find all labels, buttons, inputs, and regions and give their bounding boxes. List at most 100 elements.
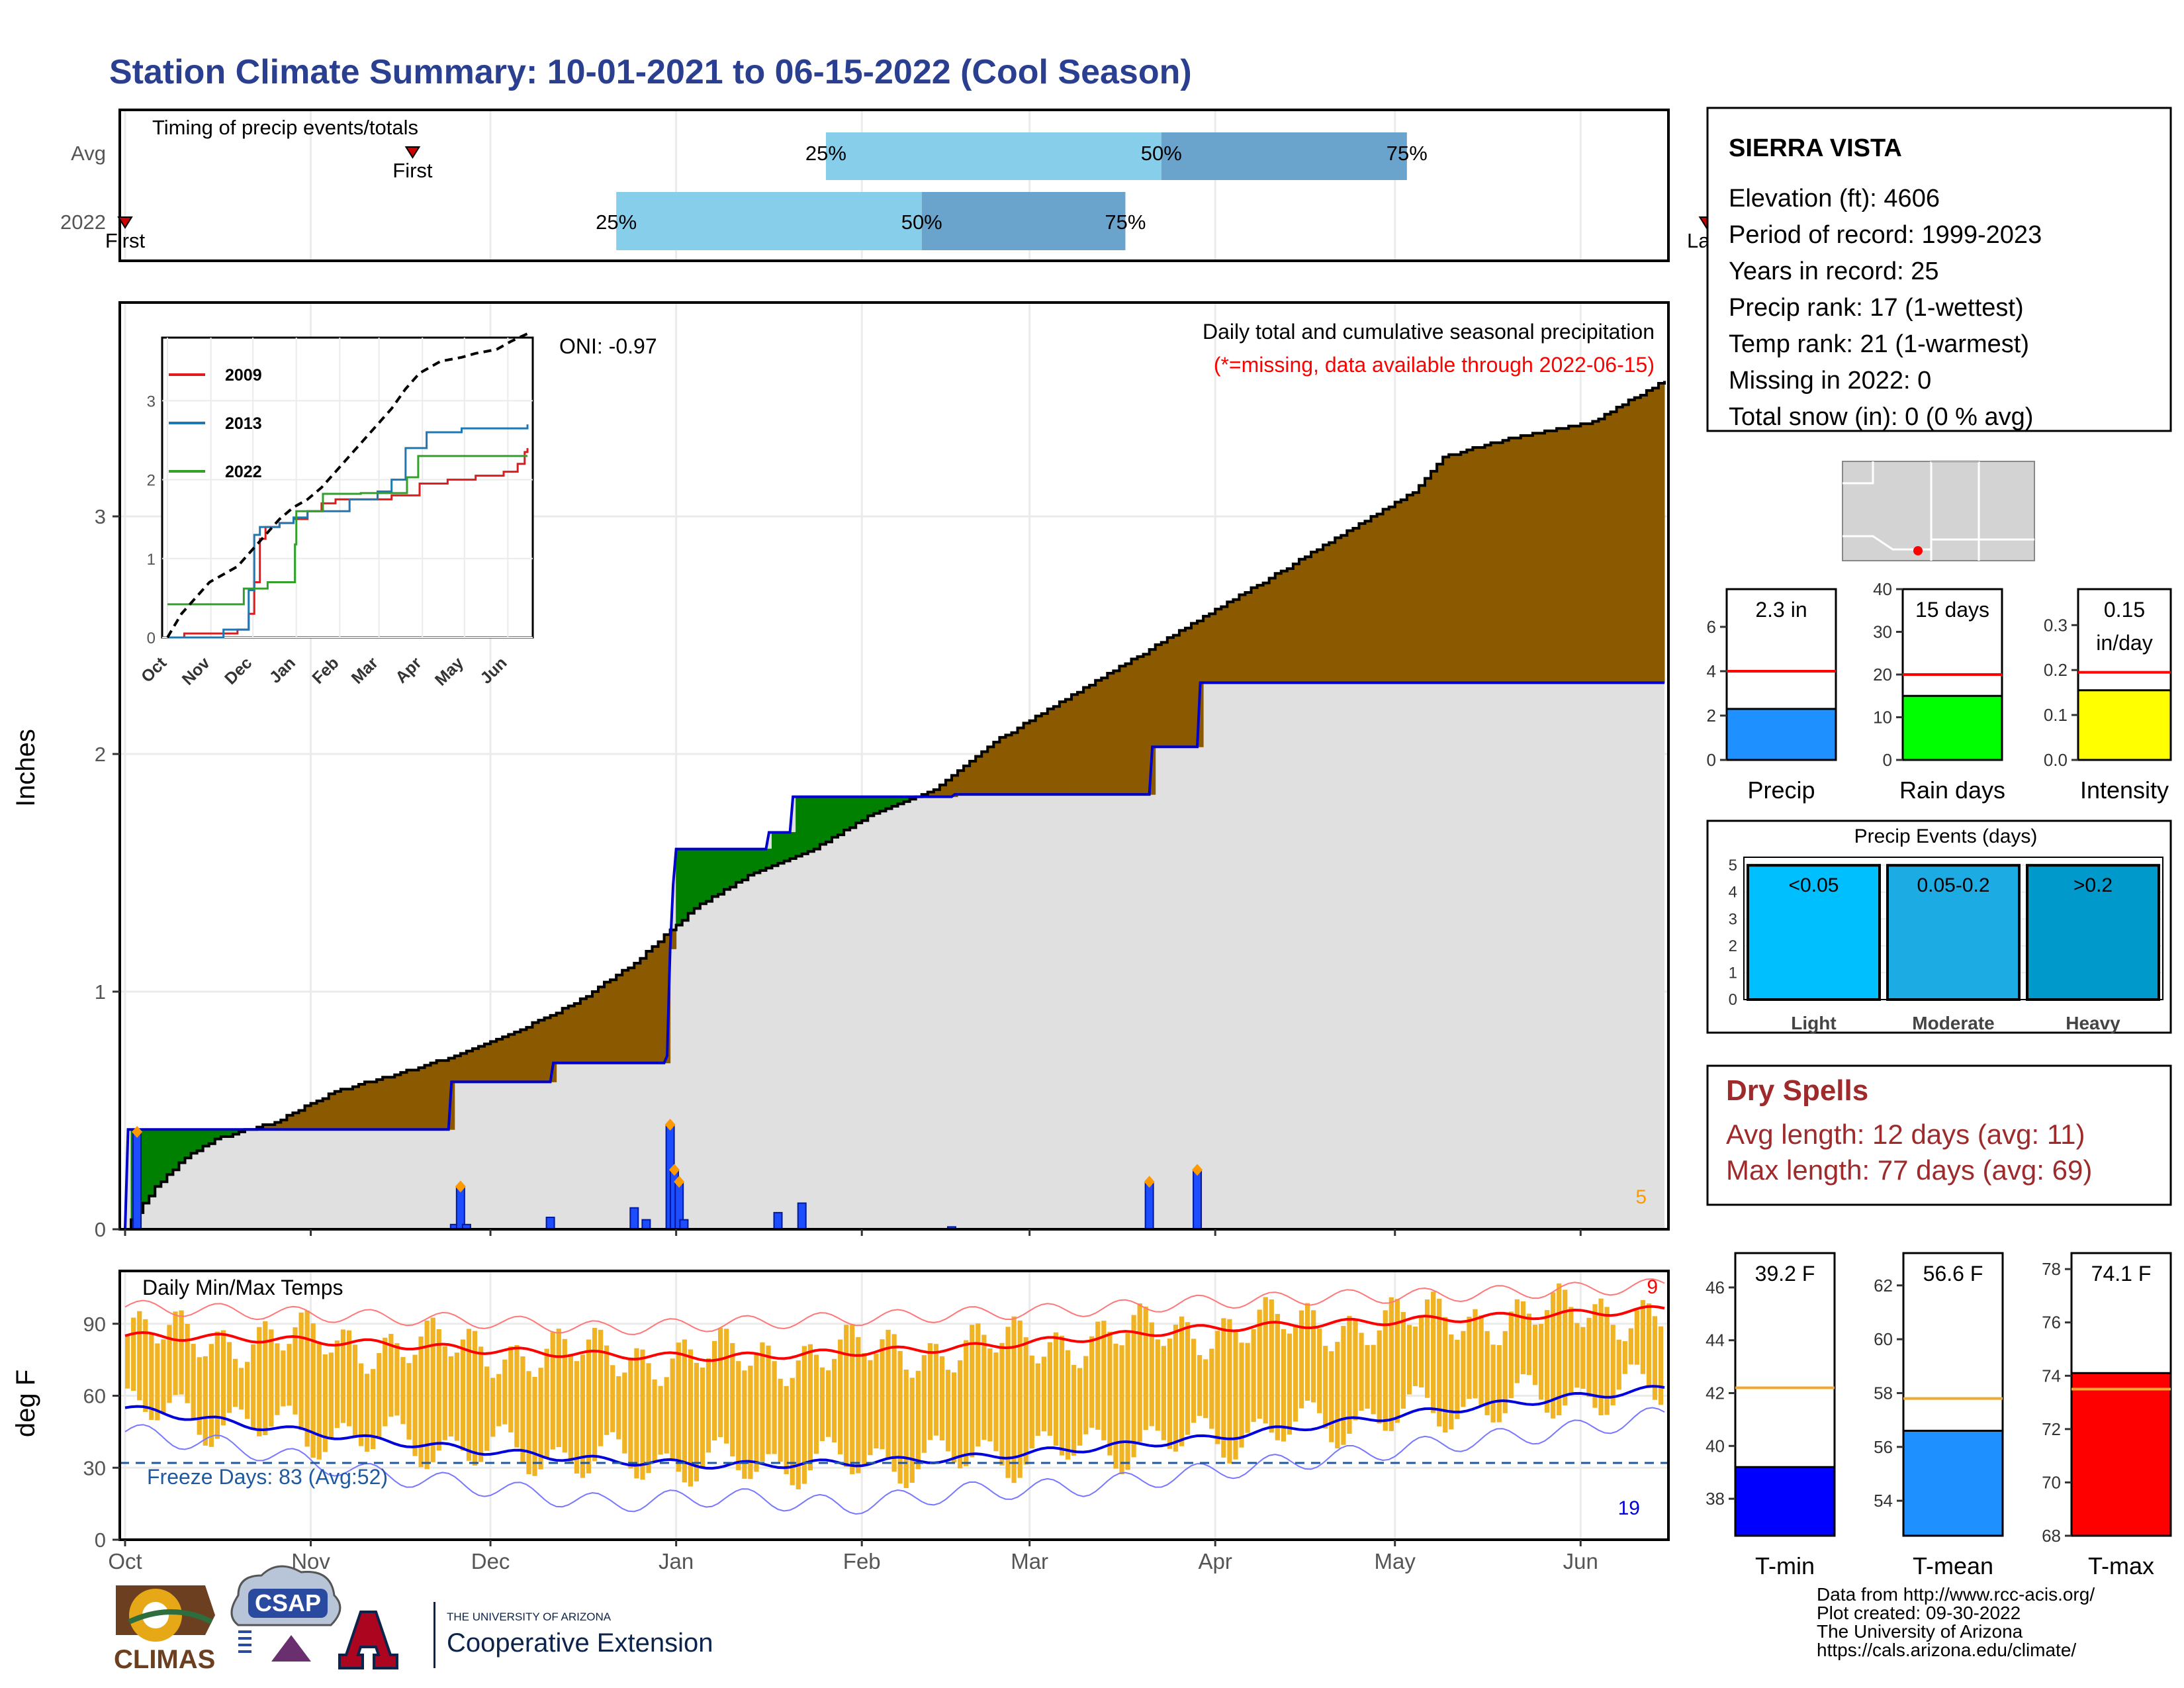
daily-temp-bar — [598, 1329, 604, 1446]
daily-temp-bar — [1628, 1328, 1633, 1365]
timing-bar-high — [1161, 132, 1407, 180]
daily-temp-bar — [1125, 1333, 1130, 1470]
inset-legend-label: 2009 — [225, 366, 262, 385]
daily-temp-bar — [574, 1361, 580, 1474]
station-info-line: Missing in 2022: 0 — [1729, 367, 1931, 395]
precip-2022-line — [124, 681, 1664, 1230]
daily-temp-bar — [406, 1363, 412, 1440]
temp-avg-max-line — [124, 1305, 1665, 1362]
event-category-label: Light — [1791, 1013, 1836, 1033]
daily-temp-bar — [365, 1374, 370, 1452]
daily-temp-bar — [1371, 1344, 1376, 1415]
rain-days-tick-label: 30 — [1873, 622, 1892, 642]
event-bar — [1886, 864, 2021, 1001]
daily-temp-bar — [442, 1346, 447, 1440]
events-tick-label: 1 — [1729, 964, 1737, 982]
timing-bar-low — [616, 192, 922, 250]
daily-temp-bar — [1580, 1327, 1586, 1389]
daily-temp-bar — [1143, 1306, 1148, 1430]
daily-temp-bar — [819, 1367, 825, 1442]
daily-temp-bar — [281, 1350, 286, 1407]
daily-temp-bar — [964, 1340, 969, 1466]
t-mean-tick-label: 58 — [1874, 1383, 1893, 1403]
daily-temp-bar — [1245, 1342, 1250, 1433]
daily-temp-bar — [1634, 1310, 1639, 1365]
daily-temp-bar — [1131, 1315, 1136, 1458]
daily-temp-bar — [173, 1311, 178, 1395]
daily-temp-bar — [1359, 1333, 1364, 1411]
daily-temp-bar — [1377, 1330, 1382, 1424]
timing-row-2022-label: 2022 — [60, 211, 106, 234]
intensity-tick-label: 0.2 — [2044, 660, 2068, 680]
daily-temp-bar — [1467, 1317, 1472, 1399]
daily-temp-bar — [1191, 1338, 1197, 1423]
daily-temp-bar — [454, 1352, 460, 1441]
daily-temp-bar — [1083, 1356, 1089, 1434]
temp-count-top: 9 — [1647, 1276, 1658, 1298]
month-tick-label: Dec — [471, 1549, 510, 1573]
temp-count-bottom: 19 — [1618, 1497, 1640, 1519]
daily-temp-bar — [1275, 1313, 1280, 1440]
daily-temp-bar — [933, 1344, 939, 1436]
daily-temp-bar — [1353, 1319, 1358, 1421]
daily-temp-bar — [149, 1334, 154, 1420]
daily-temp-bar — [1598, 1298, 1604, 1416]
daily-temp-bar — [646, 1363, 651, 1474]
precip-y-tick-label: 3 — [95, 505, 106, 528]
t-max-tick-label: 70 — [2042, 1472, 2061, 1492]
month-tick-label: Jun — [1563, 1549, 1598, 1573]
daily-temp-bar — [1017, 1320, 1023, 1478]
daily-temp-bar — [1658, 1326, 1664, 1405]
t-mean-tick-label: 62 — [1874, 1276, 1893, 1295]
timing-pct-label: 75% — [1387, 142, 1428, 165]
daily-temp-bar — [197, 1357, 202, 1435]
daily-temp-bar — [394, 1343, 400, 1416]
daily-temp-bar — [298, 1312, 304, 1430]
daily-temp-bar — [856, 1336, 861, 1474]
temp-avg-min-line — [124, 1385, 1665, 1470]
daily-temp-bar — [316, 1342, 322, 1460]
rain-days-bar — [1901, 694, 2003, 761]
daily-temp-bar — [652, 1379, 657, 1463]
temp-y-axis-label: deg F — [11, 1370, 40, 1437]
daily-temp-bar — [880, 1339, 885, 1450]
daily-temp-bar — [1388, 1297, 1394, 1431]
daily-temp-bar — [1065, 1350, 1071, 1460]
daily-temp-bar — [807, 1344, 813, 1471]
daily-temp-bar — [508, 1346, 514, 1432]
daily-temp-bar — [257, 1327, 262, 1436]
daily-temp-bar — [742, 1370, 747, 1479]
precip-events-panel: Precip Events (days) 0 1 2 3 4 5 <0.05 Light 0.0… — [1706, 820, 2172, 1034]
daily-temp-bar — [203, 1356, 208, 1446]
daily-temp-bar — [137, 1311, 142, 1401]
month-tick-label: Mar — [1011, 1549, 1048, 1573]
daily-temp-bar — [1502, 1331, 1508, 1413]
daily-temp-bar — [676, 1342, 681, 1472]
timing-pct-label: 50% — [901, 211, 942, 234]
climas-logo-text: CLIMAS — [114, 1645, 215, 1674]
precip-total-tick-label: 4 — [1707, 661, 1716, 681]
daily-temp-bar — [1473, 1309, 1478, 1399]
t-mean-bar — [1902, 1429, 2004, 1537]
daily-temp-bar — [586, 1339, 592, 1474]
daily-temp-bar — [472, 1331, 478, 1466]
t-max-tick-label: 72 — [2042, 1419, 2061, 1439]
event-bar — [1747, 864, 1881, 1001]
daily-temp-bar — [640, 1349, 645, 1480]
daily-temp-bar — [245, 1362, 250, 1419]
precip-event-marker — [132, 1125, 143, 1138]
daily-temp-bar — [1383, 1310, 1388, 1431]
daily-temp-bar — [1293, 1325, 1298, 1422]
daily-temp-bar — [886, 1329, 891, 1458]
dry-spells-box: Dry Spells Avg length: 12 days (avg: 11)… — [1706, 1064, 2172, 1206]
daily-temp-bar — [927, 1343, 933, 1440]
events-tick-label: 4 — [1729, 884, 1737, 902]
daily-temp-bar — [1496, 1344, 1502, 1423]
daily-temp-bar — [682, 1339, 687, 1483]
climas-logo: CLIMAS — [114, 1585, 215, 1674]
daily-temp-bar — [1455, 1339, 1460, 1419]
temp-record-min-line — [124, 1407, 1665, 1515]
daily-temp-bar — [466, 1329, 472, 1461]
station-info-line: Years in record: 25 — [1729, 258, 1939, 285]
